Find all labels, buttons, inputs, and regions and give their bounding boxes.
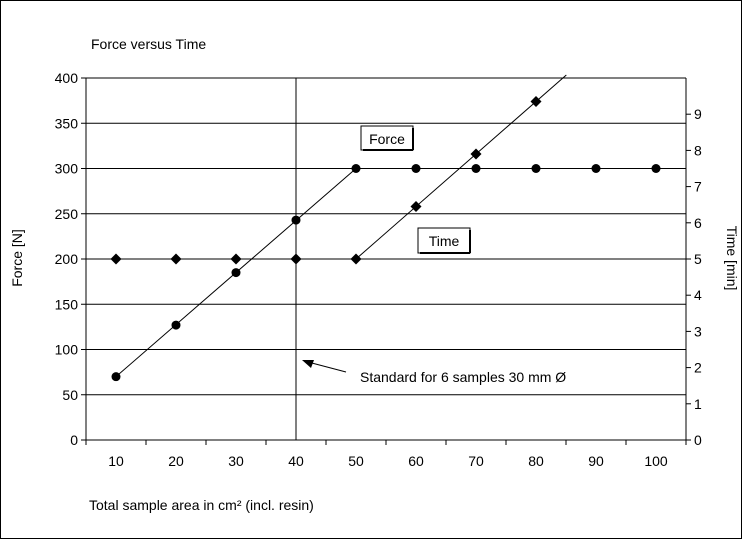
time-point-10 — [110, 253, 122, 265]
x-tick-label-30: 30 — [228, 453, 244, 469]
y-tick-label-100: 100 — [55, 342, 79, 358]
time-callout-label: Time — [429, 233, 460, 249]
y-tick-label-200: 200 — [55, 251, 79, 267]
x-tick-label-20: 20 — [168, 453, 184, 469]
y-tick-label-400: 400 — [55, 70, 79, 86]
force-callout-box — [360, 125, 414, 151]
y2-tick-label-0: 0 — [694, 432, 702, 448]
time-point-70 — [470, 148, 482, 160]
tick-labels: 0 50 100 150 200 250 300 350 400 0 1 2 3 4 5 6 7 8 9 10 20 30… — [55, 70, 702, 469]
standard-arrow-line — [307, 361, 347, 373]
force-point-70 — [471, 164, 481, 173]
y-tick-label-300: 300 — [55, 161, 79, 177]
y-tick-label-0: 0 — [70, 432, 78, 448]
x-tick-label-70: 70 — [468, 453, 484, 469]
force-point-100 — [651, 164, 661, 173]
x-axis-label: Total sample area in cm² (incl. resin) — [89, 497, 314, 513]
y2-tick-label-3: 3 — [694, 323, 702, 339]
x-tick-label-100: 100 — [644, 453, 668, 469]
time-trend-line — [355, 74, 567, 260]
force-point-10 — [111, 372, 121, 382]
force-point-80 — [531, 164, 541, 173]
x-tick-label-10: 10 — [108, 453, 124, 469]
y2-tick-label-4: 4 — [694, 287, 702, 303]
time-point-60 — [410, 201, 422, 213]
force-point-30 — [231, 268, 241, 278]
x-tick-label-40: 40 — [288, 453, 304, 469]
time-point-30 — [230, 253, 242, 265]
force-point-20 — [171, 320, 181, 330]
force-point-90 — [591, 164, 601, 173]
x-tick-label-50: 50 — [348, 453, 364, 469]
standard-annotation: Standard for 6 samples 30 mm Ø — [302, 360, 566, 385]
time-point-80 — [530, 96, 542, 108]
time-point-20 — [170, 253, 182, 265]
y2-tick-label-7: 7 — [694, 179, 702, 195]
y-tick-label-50: 50 — [62, 387, 78, 403]
force-point-40 — [291, 215, 301, 225]
y-axis-label: Force [N] — [9, 229, 25, 287]
force-point-50 — [351, 164, 361, 173]
x-tick-label-60: 60 — [408, 453, 424, 469]
y-tick-label-150: 150 — [55, 296, 79, 312]
force-callout: Force — [360, 125, 414, 151]
axes — [81, 77, 691, 445]
y2-tick-label-8: 8 — [694, 142, 702, 158]
force-point-60 — [411, 164, 421, 173]
y2-axis-label: Time [min] — [724, 226, 740, 291]
y2-tick-label-9: 9 — [694, 106, 702, 122]
series-markers — [110, 96, 661, 382]
standard-label: Standard for 6 samples 30 mm Ø — [360, 369, 566, 385]
chart-title: Force versus Time — [91, 36, 206, 52]
x-tick-label-90: 90 — [588, 453, 604, 469]
time-point-40 — [290, 253, 302, 265]
time-point-50 — [350, 253, 362, 265]
y2-tick-label-6: 6 — [694, 215, 702, 231]
y-tick-label-350: 350 — [55, 115, 79, 131]
x-tick-label-80: 80 — [528, 453, 544, 469]
time-callout: Time — [417, 227, 471, 254]
force-callout-label: Force — [369, 131, 405, 147]
y-tick-label-250: 250 — [55, 206, 79, 222]
standard-arrow-head — [302, 360, 314, 368]
y2-tick-label-2: 2 — [694, 360, 702, 376]
y2-tick-label-1: 1 — [694, 396, 702, 412]
y2-tick-label-5: 5 — [694, 251, 702, 267]
